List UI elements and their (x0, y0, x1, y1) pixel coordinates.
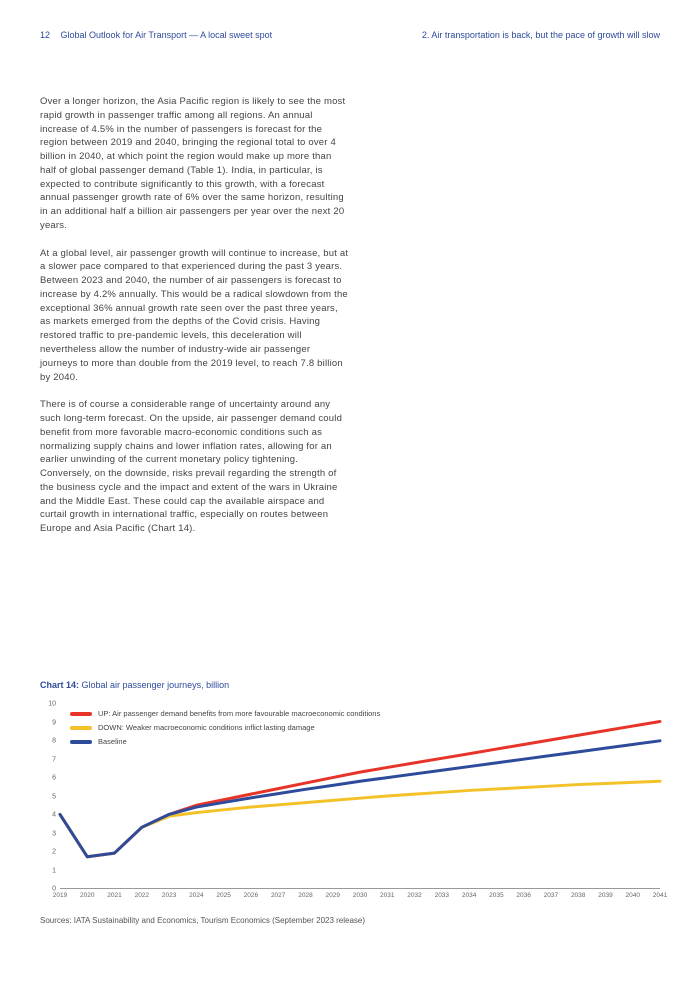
y-tick-label: 10 (48, 701, 56, 708)
y-tick-label: 2 (52, 849, 56, 856)
x-tick-label: 2032 (407, 892, 421, 899)
x-tick-label: 2041 (653, 892, 667, 899)
legend-label: UP: Air passenger demand benefits from m… (98, 708, 380, 721)
paragraph: Over a longer horizon, the Asia Pacific … (40, 95, 350, 233)
y-tick-label: 6 (52, 775, 56, 782)
y-axis: 012345678910 (40, 704, 58, 889)
paragraph: At a global level, air passenger growth … (40, 247, 350, 385)
x-tick-label: 2023 (162, 892, 176, 899)
x-tick-label: 2029 (325, 892, 339, 899)
y-tick-label: 3 (52, 830, 56, 837)
y-tick-label: 5 (52, 793, 56, 800)
chart-title: Chart 14: Global air passenger journeys,… (40, 680, 660, 690)
page-number: 12 (40, 30, 50, 40)
x-tick-label: 2026 (244, 892, 258, 899)
x-tick-label: 2021 (107, 892, 121, 899)
header-left: 12 Global Outlook for Air Transport — A … (40, 30, 272, 40)
chart-title-label: Chart 14: (40, 680, 79, 690)
legend-item: UP: Air passenger demand benefits from m… (70, 708, 380, 721)
legend-label: DOWN: Weaker macroeconomic conditions in… (98, 722, 315, 735)
legend-swatch (70, 740, 92, 744)
x-tick-label: 2031 (380, 892, 394, 899)
x-tick-label: 2033 (435, 892, 449, 899)
legend-swatch (70, 726, 92, 730)
x-tick-label: 2020 (80, 892, 94, 899)
legend-label: Baseline (98, 736, 127, 749)
x-tick-label: 2035 (489, 892, 503, 899)
y-tick-label: 7 (52, 756, 56, 763)
x-tick-label: 2030 (353, 892, 367, 899)
y-tick-label: 4 (52, 812, 56, 819)
legend-item: DOWN: Weaker macroeconomic conditions in… (70, 722, 380, 735)
x-tick-label: 2022 (135, 892, 149, 899)
x-tick-label: 2028 (298, 892, 312, 899)
x-tick-label: 2025 (216, 892, 230, 899)
page-header: 12 Global Outlook for Air Transport — A … (40, 30, 660, 40)
x-tick-label: 2039 (598, 892, 612, 899)
series-line-down (60, 781, 660, 856)
x-tick-label: 2027 (271, 892, 285, 899)
y-tick-label: 1 (52, 867, 56, 874)
section-title: 2. Air transportation is back, but the p… (422, 30, 660, 40)
legend-swatch (70, 712, 92, 716)
paragraph: There is of course a considerable range … (40, 398, 350, 536)
body-text: Over a longer horizon, the Asia Pacific … (40, 95, 350, 550)
x-tick-label: 2040 (625, 892, 639, 899)
y-tick-label: 8 (52, 738, 56, 745)
doc-title: Global Outlook for Air Transport — A loc… (61, 30, 273, 40)
legend-item: Baseline (70, 736, 380, 749)
chart-14: Chart 14: Global air passenger journeys,… (40, 680, 660, 925)
x-tick-label: 2019 (53, 892, 67, 899)
chart-source: Sources: IATA Sustainability and Economi… (40, 916, 660, 925)
x-tick-label: 2036 (516, 892, 530, 899)
x-axis: 2019202020212022202320242025202620272028… (60, 889, 660, 904)
y-tick-label: 9 (52, 719, 56, 726)
x-tick-label: 2024 (189, 892, 203, 899)
x-tick-label: 2037 (544, 892, 558, 899)
x-tick-label: 2034 (462, 892, 476, 899)
chart-legend: UP: Air passenger demand benefits from m… (70, 708, 380, 749)
chart-canvas: 012345678910 201920202021202220232024202… (40, 704, 660, 904)
x-tick-label: 2038 (571, 892, 585, 899)
chart-title-text: Global air passenger journeys, billion (79, 680, 229, 690)
